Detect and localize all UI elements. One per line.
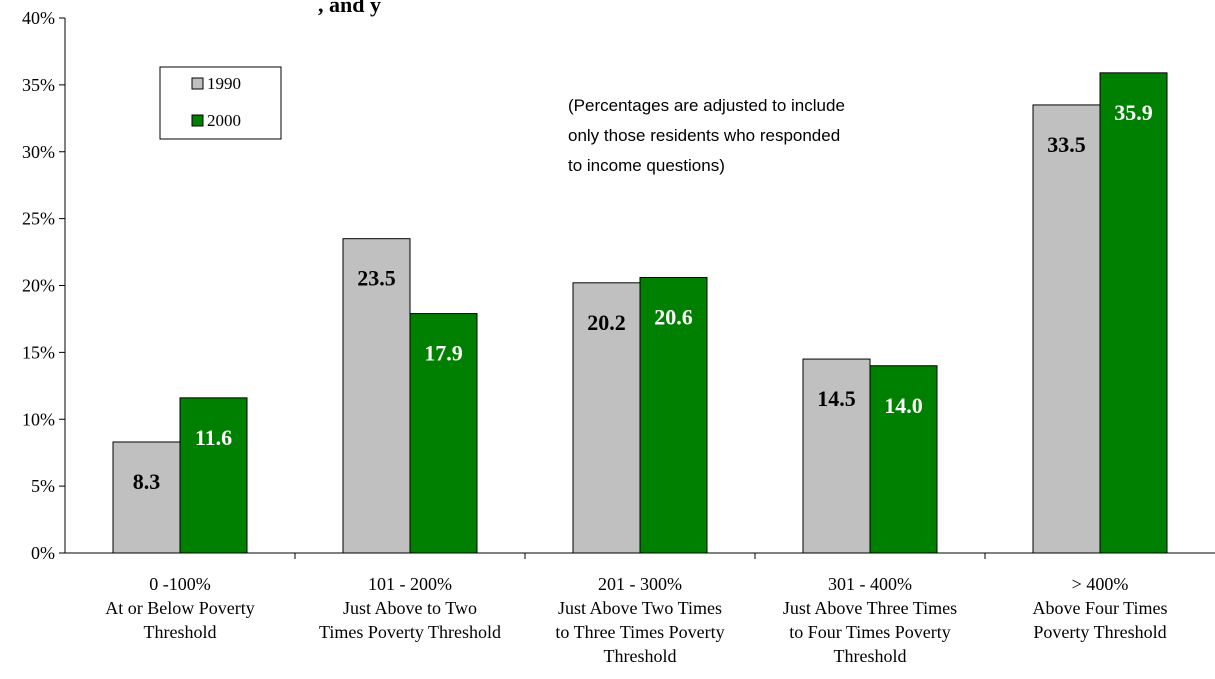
- category-label: Poverty Threshold: [1033, 622, 1166, 642]
- legend-swatch-2000: [191, 114, 204, 127]
- bar-1990: [1032, 104, 1101, 554]
- bar-2000: [1099, 72, 1168, 554]
- bar-2000: [179, 397, 248, 554]
- y-tick-label: 25%: [22, 209, 55, 229]
- category-label: Times Poverty Threshold: [319, 622, 501, 642]
- y-tick-label: 15%: [22, 342, 55, 362]
- y-ticks: 0% 5% 10% 15% 20% 25% 30% 35% 40%: [22, 8, 65, 563]
- x-ticks: [294, 553, 986, 559]
- category-label: Threshold: [144, 622, 217, 642]
- category-label: 201 - 300%: [598, 574, 682, 594]
- bar-1990: [572, 282, 641, 554]
- y-tick-label: 30%: [22, 142, 55, 162]
- legend-swatch-1990: [191, 77, 204, 90]
- category-label: Just Above to Two: [343, 598, 477, 618]
- annotation-line-1: (Percentages are adjusted to include: [568, 96, 845, 115]
- bars: [112, 72, 1168, 554]
- annotation-note: (Percentages are adjusted to include onl…: [568, 96, 845, 175]
- category-label: 0 -100%: [149, 574, 211, 594]
- category-label: 301 - 400%: [828, 574, 912, 594]
- data-label-1990: 20.2: [587, 310, 626, 335]
- data-labels: 8.3 23.5 20.2 14.5 33.5 11.6 17.9 20.6 14.0 35.9: [133, 100, 1153, 494]
- bar-1990: [112, 441, 181, 554]
- category-label: to Four Times Poverty: [789, 622, 951, 642]
- legend-label-2000: 2000: [207, 111, 241, 130]
- bar-2000: [639, 276, 708, 554]
- category-label: Threshold: [834, 646, 907, 666]
- legend-label-1990: 1990: [207, 74, 241, 93]
- y-tick-label: 5%: [31, 476, 55, 496]
- legend-box: [159, 66, 282, 140]
- data-label-2000: 35.9: [1114, 100, 1153, 125]
- bar-2000: [869, 365, 938, 554]
- y-tick-label: 35%: [22, 75, 55, 95]
- category-labels: 0 -100% At or Below Poverty Threshold 101 -…: [105, 574, 1167, 666]
- data-label-2000: 11.6: [195, 425, 232, 450]
- category-label: 101 - 200%: [368, 574, 452, 594]
- category-label: Just Above Three Times: [783, 598, 957, 618]
- y-tick-label: 20%: [22, 276, 55, 296]
- category-label: to Three Times Poverty: [555, 622, 724, 642]
- legend: 1990 2000: [159, 66, 282, 140]
- data-label-1990: 8.3: [133, 469, 161, 494]
- y-tick-label: 0%: [31, 543, 55, 563]
- data-label-1990: 23.5: [357, 266, 396, 291]
- bar-1990: [802, 358, 871, 554]
- annotation-line-2: only those residents who responded: [568, 126, 840, 145]
- data-label-2000: 20.6: [654, 304, 693, 329]
- y-tick-label: 40%: [22, 8, 55, 28]
- category-label: At or Below Poverty: [105, 598, 254, 618]
- category-label: > 400%: [1072, 574, 1129, 594]
- chart-title-fragment: , and y: [318, 0, 381, 17]
- annotation-line-3: to income questions): [568, 156, 725, 175]
- category-label: Threshold: [604, 646, 677, 666]
- y-tick-label: 10%: [22, 409, 55, 429]
- data-label-1990: 33.5: [1047, 132, 1086, 157]
- bar-2000: [409, 313, 478, 554]
- data-label-2000: 14.0: [884, 393, 923, 418]
- data-label-1990: 14.5: [817, 386, 856, 411]
- data-label-2000: 17.9: [424, 341, 463, 366]
- category-label: Above Four Times: [1032, 598, 1167, 618]
- category-label: Just Above Two Times: [558, 598, 722, 618]
